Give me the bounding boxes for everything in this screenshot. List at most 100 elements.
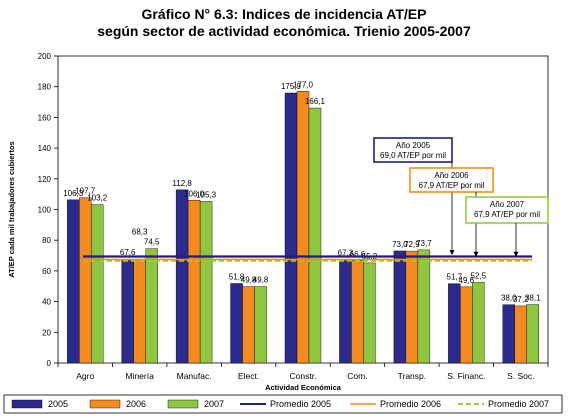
annotation-title: Año 2007 [490,200,525,209]
bar-2005 [502,304,515,364]
bar-2006 [187,200,201,364]
data-label: 106,3 [63,189,84,198]
y-tick-label: 20 [42,328,51,337]
data-label: 49,8 [253,276,269,285]
annotation-value: 67,9 AT/EP por mil [474,210,540,219]
category-label: Transp. [398,371,427,381]
data-label: 38,1 [525,294,541,303]
data-label: 49,8 [241,276,257,285]
y-tick-label: 100 [38,206,52,215]
category-label: Constr. [290,371,317,381]
y-tick-label: 0 [47,359,52,368]
data-label: 112,8 [172,179,192,188]
bar-2006 [460,286,473,364]
data-label: 73,7 [416,239,432,248]
legend-swatch [167,399,199,409]
bar-2007 [254,286,267,364]
legend-label: 2005 [48,399,68,409]
bar-2006 [133,259,146,364]
legend-label: Promedio 2005 [270,399,331,409]
category-label: Manufac. [177,371,212,381]
legend-swatch [11,399,43,409]
data-label: 51,8 [229,272,245,281]
bar-2005 [339,259,352,364]
data-label: 103,2 [87,194,108,203]
data-label: 67,3 [338,249,354,258]
legend-label: 2006 [126,399,146,409]
bar-2006 [79,197,92,364]
y-tick-label: 140 [38,144,52,153]
bar-2005 [175,189,189,364]
y-tick-label: 80 [42,236,51,245]
category-label: S. Financ. [447,371,485,381]
y-tick-label: 200 [38,52,52,61]
annotation-box [373,137,453,163]
category-label: Minería [125,371,154,381]
category-label: Com. [347,371,367,381]
bar-2007 [199,201,213,364]
legend-label: Promedio 2006 [380,399,441,409]
data-label: 175,9 [281,82,302,91]
x-axis-label: Actividad Económica [265,383,342,392]
bar-2007 [308,107,322,364]
data-label: 37,2 [513,295,529,304]
chart-subtitle: según sector de actividad económica. Tri… [97,23,471,39]
bar-2007 [145,248,158,364]
annotation-arrowhead [473,251,479,257]
annotation-arrowhead [513,251,519,257]
legend-label: 2007 [204,399,224,409]
bar-2005 [67,199,80,364]
bar-2005 [448,283,461,364]
bar-2006 [405,250,419,364]
y-axis-label: AT/EP cada mil trabajadores cubiertos [7,141,16,277]
data-label: 177,0 [293,80,314,89]
data-label: 72,9 [404,240,420,249]
legend-swatch [89,399,121,409]
bar-2007 [363,262,376,364]
y-tick-label: 160 [38,113,52,122]
annotation-title: Año 2005 [396,141,431,150]
data-label: 74,5 [144,238,160,247]
bar-2005 [284,92,298,364]
data-label: 38,0 [501,294,517,303]
data-label: 105,3 [196,190,217,199]
data-label: 51,7 [447,273,463,282]
bar-2006 [514,305,527,364]
bar-2006 [351,260,364,364]
category-label: S. Soc. [507,371,534,381]
data-label: 68,3 [132,228,148,237]
data-label: 73,0 [392,240,408,249]
data-label: 49,6 [459,276,475,285]
annotation-arrowhead [449,250,455,256]
bar-2007 [91,204,104,364]
data-label: 106,0 [184,189,205,198]
category-label: Agro [76,371,94,381]
annotation-value: 67,9 AT/EP por mil [419,181,485,190]
legend [3,394,563,414]
bar-2005 [230,283,243,364]
y-tick-label: 120 [38,175,52,184]
bar-2005 [393,250,407,364]
bar-2005 [121,259,134,364]
y-tick-label: 60 [42,267,51,276]
annotation-box [465,196,549,224]
data-label: 67,6 [120,248,136,257]
data-label: 107,7 [75,187,96,196]
y-tick-label: 180 [38,83,52,92]
bar-2006 [242,286,255,364]
category-label: Elect. [238,371,259,381]
legend-label: Promedio 2007 [488,399,549,409]
annotation-title: Año 2006 [434,171,469,180]
bar-2007 [526,304,539,364]
chart-title: Gráfico N° 6.3: Indices de incidencia AT… [141,6,427,22]
data-label: 52,5 [471,271,487,280]
annotation-box [409,167,494,193]
bar-2007 [472,282,485,364]
annotation-value: 69,0 AT/EP por mil [380,151,446,160]
data-label: 66,6 [350,250,366,259]
data-label: 166,1 [305,97,326,106]
bar-2007 [417,249,431,364]
bar-2006 [296,91,310,364]
y-tick-label: 40 [42,298,51,307]
